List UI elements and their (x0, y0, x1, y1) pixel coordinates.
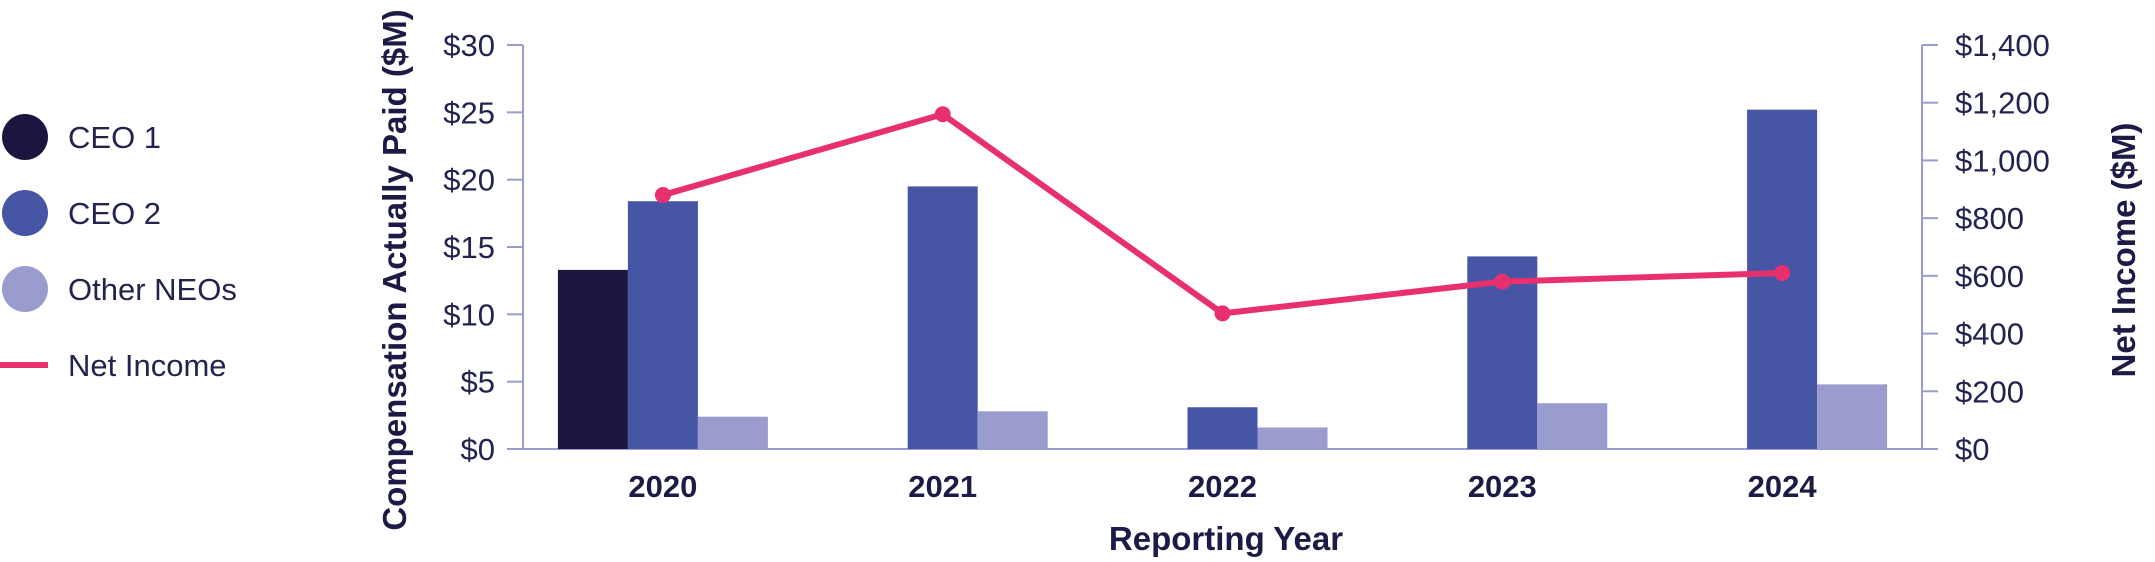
y2-tick-label: $0 (1955, 432, 1989, 467)
legend-label-ceo-1: CEO 1 (68, 120, 161, 155)
y2-tick-label: $400 (1955, 317, 2024, 352)
net-income-point-2020 (654, 187, 671, 204)
y2-tick-label: $1,200 (1955, 86, 2050, 121)
legend-label-other-neos: Other NEOs (68, 272, 237, 307)
x-tick-label: 2020 (628, 469, 697, 504)
y-tick-label: $5 (461, 365, 495, 400)
y-axis-title: Compensation Actually Paid ($M) (376, 9, 413, 530)
y2-axis-title: Net Income ($M) (2105, 123, 2142, 378)
x-tick-label: 2024 (1748, 469, 1818, 504)
legend-label-ceo-2: CEO 2 (68, 196, 161, 231)
legend-swatch-ceo-2 (2, 190, 48, 236)
y2-tick-label: $1,000 (1955, 143, 2050, 178)
legend: CEO 1 CEO 2 Other NEOs Net Income (0, 114, 237, 383)
bar-other-neos-2022 (1257, 427, 1328, 449)
bar-ceo-2-2020 (627, 201, 698, 449)
bar-other-neos-2024 (1817, 384, 1888, 449)
y-tick-label: $15 (443, 230, 495, 265)
bar-other-neos-2021 (977, 411, 1048, 449)
bar-other-neos-2023 (1537, 403, 1608, 449)
y2-tick-label: $1,400 (1955, 28, 2050, 63)
y2-tick-label: $600 (1955, 259, 2024, 294)
y-tick-label: $20 (443, 163, 495, 198)
bar-ceo-2-2022 (1187, 407, 1258, 449)
bar-ceo-2-2021 (907, 186, 978, 449)
net-income-line (659, 111, 1786, 317)
net-income-point-2021 (934, 106, 951, 123)
x-tick-label: 2022 (1188, 469, 1257, 504)
y-tick-label: $10 (443, 297, 495, 332)
axes: $0 $5 $10 $15 $20 $25 $30 $0 $200 $400 $600 $800 $1,… (443, 28, 2050, 504)
net-income-point-2024 (1774, 264, 1791, 281)
y-tick-label: $30 (443, 28, 495, 63)
legend-label-net-income: Net Income (68, 348, 227, 383)
bar-other-neos-2020 (697, 416, 768, 449)
y-tick-label: $25 (443, 95, 495, 130)
net-income-point-2023 (1494, 273, 1511, 290)
x-axis-title: Reporting Year (1109, 520, 1343, 557)
x-tick-label: 2023 (1468, 469, 1537, 504)
legend-swatch-ceo-1 (2, 114, 48, 160)
net-income-line-layer (654, 106, 1791, 322)
bars (557, 109, 1888, 449)
y-tick-label: $0 (461, 432, 495, 467)
legend-swatch-other-neos (2, 266, 48, 312)
bar-ceo-1-2020 (557, 269, 628, 449)
y2-tick-label: $800 (1955, 201, 2024, 236)
y2-tick-label: $200 (1955, 374, 2024, 409)
net-income-point-2022 (1214, 305, 1231, 322)
x-tick-label: 2021 (908, 469, 977, 504)
